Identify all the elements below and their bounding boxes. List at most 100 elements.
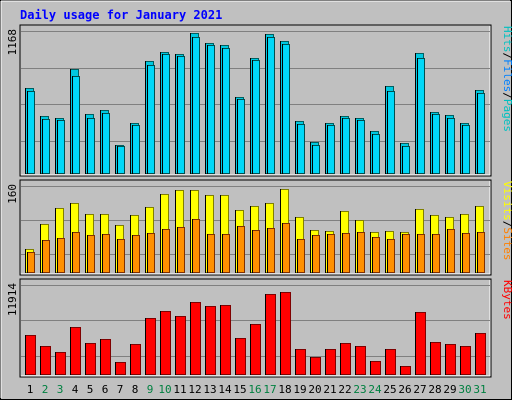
bar-kbytes-day-19 xyxy=(295,349,306,375)
bar-files-day-2 xyxy=(42,119,50,174)
bar-sites-day-4 xyxy=(72,232,80,273)
x-tick-label-2: 2 xyxy=(42,383,49,396)
bar-sites-day-1 xyxy=(27,252,35,273)
bar-kbytes-day-23 xyxy=(355,346,366,375)
legend-item: Hits xyxy=(501,26,512,53)
bar-kbytes-day-1 xyxy=(25,335,36,375)
bar-sites-day-8 xyxy=(132,235,140,273)
x-tick-label-8: 8 xyxy=(132,383,139,396)
bar-files-day-13 xyxy=(207,45,215,174)
bar-files-day-15 xyxy=(237,99,245,174)
bar-files-day-26 xyxy=(402,146,410,174)
x-tick-label-7: 7 xyxy=(117,383,124,396)
chart-title: Daily usage for January 2021 xyxy=(20,8,222,22)
bar-files-day-14 xyxy=(222,48,230,174)
x-tick-label-4: 4 xyxy=(72,383,79,396)
bar-sites-day-19 xyxy=(297,239,305,273)
bar-sites-day-31 xyxy=(477,232,485,273)
bar-sites-day-2 xyxy=(42,240,50,273)
bar-sites-day-6 xyxy=(102,234,110,273)
bar-kbytes-day-21 xyxy=(325,349,336,375)
bar-sites-day-11 xyxy=(177,227,185,273)
bar-kbytes-day-29 xyxy=(445,344,456,375)
bar-sites-day-22 xyxy=(342,233,350,273)
bar-files-day-18 xyxy=(282,44,290,174)
x-axis-labels: 1 2 3 4 5 6 7 8 9 10 11 12 13 14 15 16 17 18 19 20 21 22 23 24 2… xyxy=(27,383,487,396)
legend-item: / xyxy=(501,92,512,99)
bar-files-day-6 xyxy=(102,113,110,174)
bar-files-day-11 xyxy=(177,56,185,174)
x-tick-label-26: 26 xyxy=(398,383,411,396)
x-tick-label-18: 18 xyxy=(278,383,291,396)
bar-sites-day-30 xyxy=(462,233,470,273)
bar-kbytes-day-24 xyxy=(370,361,381,375)
bar-kbytes-day-10 xyxy=(160,311,171,375)
bar-kbytes-day-20 xyxy=(310,357,321,375)
bar-files-day-7 xyxy=(117,146,125,174)
panel-visits-sites: 160 Visits/Sites xyxy=(6,179,512,276)
x-tick-label-5: 5 xyxy=(87,383,94,396)
y-max-label: 160 xyxy=(6,184,19,204)
bar-kbytes-day-27 xyxy=(415,312,426,375)
bar-kbytes-day-18 xyxy=(280,292,291,375)
bar-sites-day-12 xyxy=(192,219,200,273)
legend-item: Pages xyxy=(501,99,512,132)
bar-sites-day-24 xyxy=(372,237,380,273)
bar-kbytes-day-16 xyxy=(250,324,261,375)
bar-sites-day-18 xyxy=(282,223,290,273)
bar-files-day-22 xyxy=(342,118,350,174)
x-tick-label-15: 15 xyxy=(233,383,246,396)
x-tick-label-22: 22 xyxy=(338,383,351,396)
bar-kbytes-day-4 xyxy=(70,327,81,375)
legend-item: / xyxy=(501,221,512,228)
bar-files-day-16 xyxy=(252,60,260,174)
bar-sites-day-29 xyxy=(447,229,455,273)
legend-item: Files xyxy=(501,59,512,92)
x-tick-label-9: 9 xyxy=(147,383,154,396)
bar-kbytes-day-31 xyxy=(475,333,486,375)
bar-sites-day-25 xyxy=(387,239,395,273)
bar-files-day-19 xyxy=(297,124,305,174)
x-tick-label-12: 12 xyxy=(188,383,201,396)
bar-sites-day-17 xyxy=(267,228,275,273)
bar-files-day-4 xyxy=(72,76,80,174)
bar-sites-day-7 xyxy=(117,239,125,273)
bar-sites-day-21 xyxy=(327,234,335,273)
bar-kbytes-day-15 xyxy=(235,338,246,375)
bar-kbytes-day-17 xyxy=(265,294,276,375)
x-tick-label-31: 31 xyxy=(473,383,486,396)
x-tick-label-10: 10 xyxy=(158,383,171,396)
bar-files-day-24 xyxy=(372,134,380,174)
x-tick-label-21: 21 xyxy=(323,383,336,396)
bar-sites-day-5 xyxy=(87,235,95,273)
y-max-label: 1168 xyxy=(6,29,19,56)
bar-files-day-29 xyxy=(447,118,455,174)
x-tick-label-19: 19 xyxy=(293,383,306,396)
panel-legend: Visits/Sites xyxy=(501,181,512,261)
bar-files-day-5 xyxy=(87,118,95,174)
x-tick-label-29: 29 xyxy=(443,383,456,396)
x-tick-label-25: 25 xyxy=(383,383,396,396)
x-tick-label-13: 13 xyxy=(203,383,216,396)
bar-files-day-20 xyxy=(312,145,320,174)
bar-kbytes-day-3 xyxy=(55,352,66,375)
bar-files-day-31 xyxy=(477,93,485,174)
bar-files-day-30 xyxy=(462,125,470,174)
panel-legend: KBytes xyxy=(501,280,512,320)
bar-kbytes-day-7 xyxy=(115,362,126,375)
bar-kbytes-day-9 xyxy=(145,318,156,375)
bar-sites-day-13 xyxy=(207,234,215,273)
x-tick-label-27: 27 xyxy=(413,383,426,396)
x-tick-label-3: 3 xyxy=(57,383,64,396)
bar-sites-day-26 xyxy=(402,234,410,273)
x-tick-label-17: 17 xyxy=(263,383,276,396)
x-tick-label-24: 24 xyxy=(368,383,382,396)
chart-panels: 1168Hits/Files/Pages160Visits/Sites11914… xyxy=(6,24,512,378)
panel-kbytes: 11914 KBytes xyxy=(6,278,512,378)
legend-item: Sites xyxy=(501,227,512,260)
legend-item: / xyxy=(501,53,512,60)
bar-kbytes-day-5 xyxy=(85,343,96,375)
bar-kbytes-day-28 xyxy=(430,342,441,375)
